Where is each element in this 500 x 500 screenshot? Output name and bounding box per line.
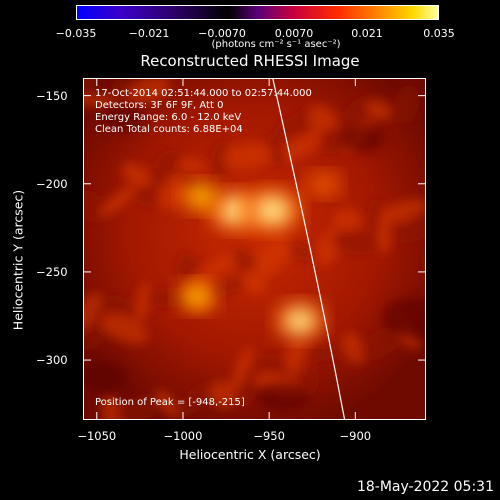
ripple-blob [210,140,231,181]
ripple-blob [377,220,392,254]
ripple-blob [135,283,151,323]
ripple-blob [389,220,425,244]
ripple-blob [342,332,365,365]
ripple-blob [99,312,149,345]
ripple-blob [392,85,420,125]
ripple-blob [267,134,285,167]
dark-patch [84,361,128,394]
ripple-blob [84,79,98,86]
x-tick-label: −1050 [77,429,117,443]
ripple-blob [300,344,351,363]
emission-source [306,171,342,198]
ripple-blob [231,346,253,390]
y-tick-label: −150 [36,88,68,103]
emission-source [176,280,218,313]
ripple-blob [283,131,325,160]
ripple-blob [272,108,318,141]
ripple-blob [121,162,152,189]
info-energy: Energy Range: 6.0 - 12.0 keV [95,112,242,123]
ripple-blob [193,253,241,281]
ripple-blob [84,92,119,107]
emission-source [274,301,325,341]
colorbar [76,5,439,20]
ripple-blob [178,157,206,174]
y-tick-label: −200 [36,176,68,191]
ripple-blob [333,208,362,235]
y-tick-label: −250 [36,264,68,279]
emission-source [244,188,301,233]
info-peak: Position of Peak = [-948,-215] [95,397,245,408]
ripple-blob [242,270,266,296]
dark-patches [84,104,425,412]
ripple-blob [256,353,284,374]
ripple-blob [254,237,291,277]
emission-source [179,180,222,213]
ripple-blob [318,127,345,155]
ripple-blob [232,247,259,277]
ripple-blob [84,190,104,223]
dark-patch [340,124,385,153]
colorbar-tick: −0.021 [128,27,170,40]
colorbar-tick: −0.035 [55,27,97,40]
ripple-blob [99,185,137,217]
colorbar-tick: 0.035 [423,27,455,40]
ripple-blob [222,142,274,169]
chart-title: Reconstructed RHESSI Image [140,52,360,70]
dark-patch [101,104,146,133]
ripple-blob [360,326,402,361]
ripple-blob [110,79,131,112]
colorbar-tick: 0.0070 [274,27,314,40]
colorbar-tick: 0.021 [351,27,383,40]
y-tick-label: −300 [36,353,68,368]
ripple-blob [209,380,237,408]
info-time-range: 17-Oct-2014 02:51:44.000 to 02:57:44.000 [95,88,312,99]
x-tick-label: −900 [339,429,372,443]
ripple-blob [133,184,159,209]
ripple-blob [378,199,425,224]
ripple-blob [84,292,102,333]
dark-patch [382,297,425,338]
ripple-blob [364,99,392,121]
source-layer [176,171,342,341]
x-tick-label: −1000 [163,429,203,443]
ripple-blob [156,389,179,419]
colorbar-tick: −0.0070 [198,27,246,40]
ripple-blob [288,242,314,262]
x-axis-label: Heliocentric X (arcsec) [179,447,321,462]
ripple-blob [115,393,165,419]
y-axis-label: Heliocentric Y (arcsec) [10,189,26,331]
solar-limb-line [272,79,346,419]
ripple-blob [335,95,366,134]
plot-area [83,78,426,420]
ripple-blob [101,394,123,419]
emission-source [209,190,261,231]
colorbar-unit-label: (photons cm⁻² s⁻¹ asec⁻²) [211,39,341,50]
date-stamp: 18-May-2022 05:31 [356,479,494,495]
ripple-blob [330,228,383,256]
info-detectors: Detectors: 3F 6F 9F, Att 0 [95,100,224,111]
ripple-blob [177,381,214,417]
info-clean: Clean Total counts: 6.88E+04 [95,124,243,135]
x-tick-label: −950 [253,429,285,443]
dark-patch [256,383,309,412]
ripple-blob [126,79,171,105]
heatmap-image [84,79,425,419]
